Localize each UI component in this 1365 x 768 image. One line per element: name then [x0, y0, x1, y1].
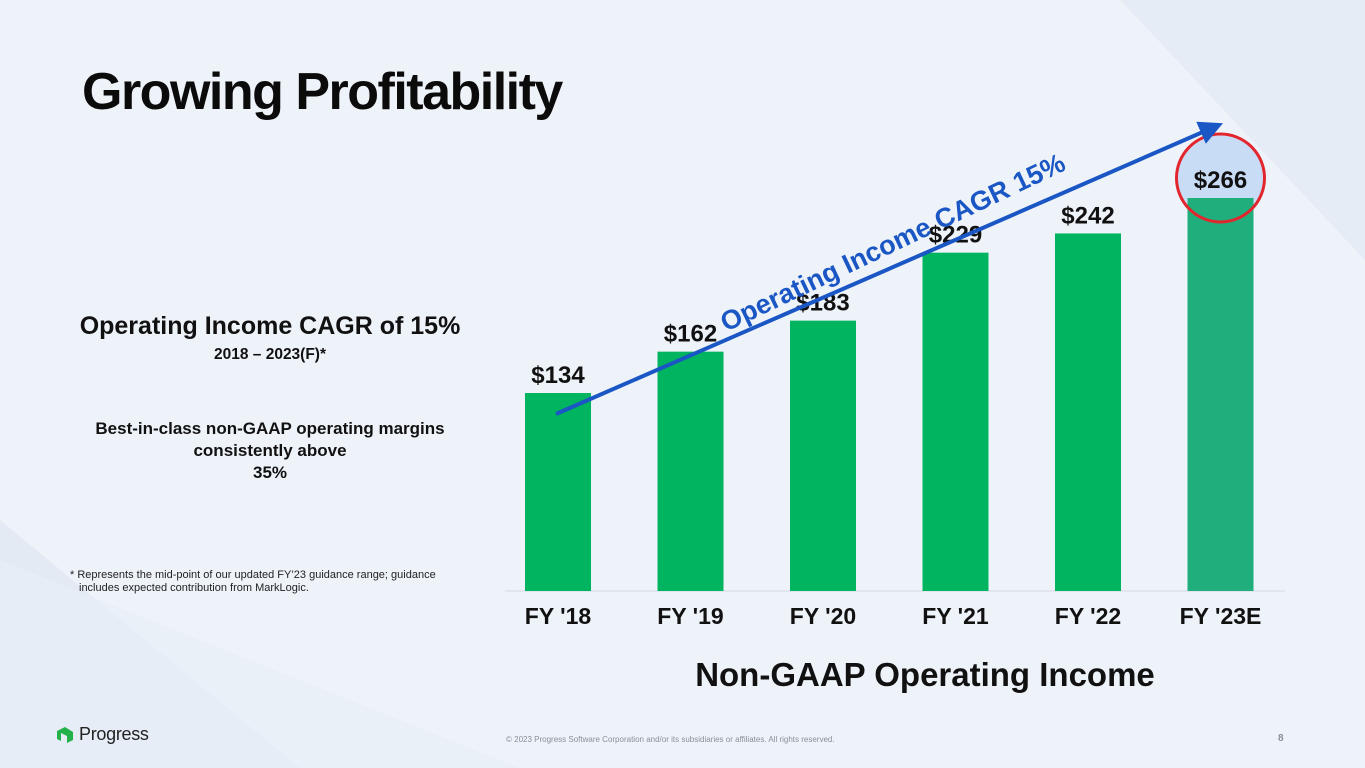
data-label: $266 — [1194, 167, 1247, 194]
x-tick-label: FY '20 — [790, 603, 856, 629]
margin-statement: Best-in-class non-GAAP operating margins… — [55, 418, 485, 484]
copyright-notice: © 2023 Progress Software Corporation and… — [506, 735, 835, 744]
margin-line-3: 35% — [252, 463, 288, 482]
cagr-trend-arrow — [555, 121, 1224, 416]
data-label: $162 — [664, 321, 717, 348]
x-tick-label: FY '18 — [525, 603, 592, 629]
slide-title: Growing Profitability — [82, 63, 563, 121]
bar-fy-20 — [790, 320, 856, 591]
progress-logo: Progress — [55, 724, 149, 745]
x-tick-label: FY '23E — [1180, 603, 1262, 629]
bar-fy-18 — [525, 393, 591, 591]
progress-logo-icon — [57, 726, 73, 743]
data-label: $242 — [1061, 202, 1114, 229]
logo-text: Progress — [79, 724, 149, 744]
x-tick-label: FY '22 — [1055, 603, 1121, 629]
bar-fy-19 — [657, 351, 724, 591]
bar-fy-21 — [922, 252, 989, 592]
x-tick-label: FY '19 — [657, 603, 723, 629]
data-label: $134 — [531, 362, 585, 389]
margin-line-2: consistently above — [193, 441, 347, 460]
footnote: * Represents the mid-point of our update… — [70, 569, 470, 595]
bar-fy-22 — [1055, 233, 1121, 591]
bar-fy-23e — [1187, 198, 1254, 591]
x-tick-label: FY '21 — [922, 603, 989, 629]
footnote-line-2: includes expected contribution from Mark… — [79, 582, 309, 594]
chart-title: Non-GAAP Operating Income — [695, 656, 1155, 693]
cagr-heading: Operating Income CAGR of 15% — [79, 312, 461, 340]
margin-line-1: Best-in-class non-GAAP operating margins — [95, 419, 445, 438]
page-number: 8 — [1278, 733, 1284, 744]
footnote-line-1: * Represents the mid-point of our update… — [70, 569, 436, 581]
cagr-period: 2018 – 2023(F)* — [213, 346, 327, 363]
data-label: $183 — [796, 290, 849, 317]
data-label: $229 — [929, 222, 982, 249]
